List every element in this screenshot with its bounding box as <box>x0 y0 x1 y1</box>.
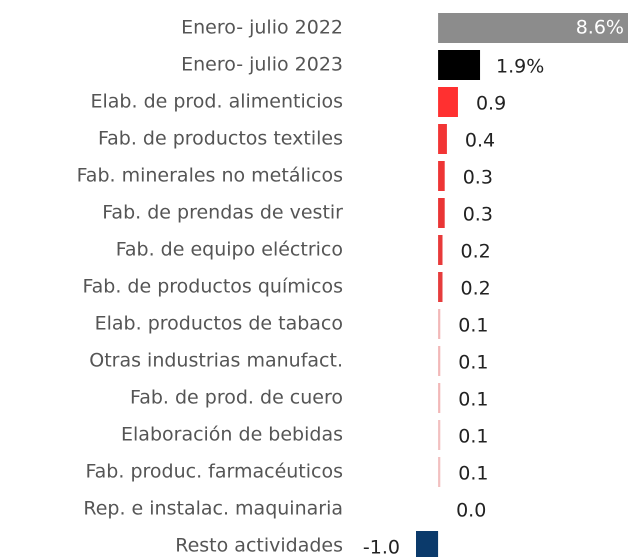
bar <box>438 13 628 43</box>
category-label: Resto actividades <box>175 535 343 557</box>
value-label: 0.9 <box>476 93 506 115</box>
bar <box>438 198 445 228</box>
category-label: Otras industrias manufact. <box>89 350 343 372</box>
category-label: Elaboración de bebidas <box>121 424 343 446</box>
bar <box>416 531 439 557</box>
value-label: 0.1 <box>458 389 488 411</box>
value-label: 1.9% <box>496 56 544 78</box>
bar <box>438 235 443 265</box>
bar <box>438 346 441 376</box>
category-label: Fab. produc. farmacéuticos <box>85 461 343 483</box>
value-label: 8.6% <box>576 17 624 39</box>
bar <box>438 272 443 302</box>
value-label: 0.1 <box>458 315 488 337</box>
category-label: Enero- julio 2022 <box>181 17 343 39</box>
value-label: 0.3 <box>463 204 493 226</box>
value-label: 0.1 <box>458 352 488 374</box>
category-label: Fab. de equipo eléctrico <box>116 239 343 261</box>
value-label: 0.4 <box>465 130 495 152</box>
value-label: 0.0 <box>456 500 486 522</box>
value-label: 0.3 <box>463 167 493 189</box>
value-label: -1.0 <box>363 537 400 557</box>
category-label: Rep. e instalac. maquinaria <box>83 498 343 520</box>
bar <box>438 383 441 413</box>
category-label: Fab. minerales no metálicos <box>77 165 343 187</box>
bar <box>438 309 441 339</box>
bar <box>438 87 458 117</box>
value-label: 0.2 <box>461 241 491 263</box>
category-label: Elab. productos de tabaco <box>95 313 343 335</box>
category-label: Fab. de productos químicos <box>82 276 343 298</box>
bar <box>438 124 447 154</box>
category-label: Fab. de prendas de vestir <box>102 202 343 224</box>
value-label: 0.1 <box>458 426 488 448</box>
bar <box>438 161 445 191</box>
category-label: Elab. de prod. alimenticios <box>91 91 344 113</box>
value-label: 0.2 <box>461 278 491 300</box>
bar <box>438 457 441 487</box>
value-label: 0.1 <box>458 463 488 485</box>
category-label: Fab. de prod. de cuero <box>130 387 343 409</box>
category-label: Fab. de productos textiles <box>98 128 343 150</box>
bar <box>438 420 441 450</box>
category-label: Enero- julio 2023 <box>181 54 343 76</box>
bar <box>438 50 481 80</box>
